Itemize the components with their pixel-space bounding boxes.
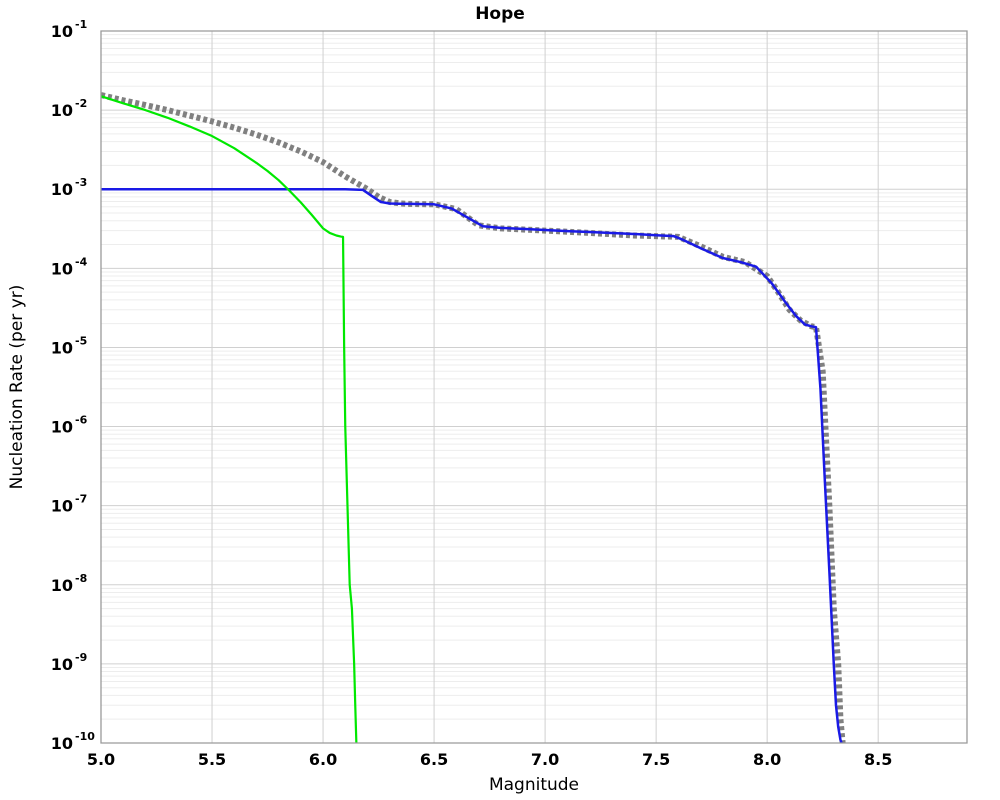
y-tick-mantissa: 10 <box>51 101 73 120</box>
y-tick-exponent: -4 <box>75 255 88 268</box>
y-tick-mantissa: 10 <box>51 418 73 437</box>
y-tick-label: 10 -8 <box>51 572 88 595</box>
y-tick-label: 10 -9 <box>51 651 88 674</box>
y-tick-exponent: -7 <box>75 493 87 506</box>
data-series-layer <box>101 92 846 743</box>
x-tick-label: 8.0 <box>753 750 781 769</box>
y-tick-label: 10 -6 <box>51 414 88 437</box>
series-line-gray-dotted-reference <box>101 92 846 743</box>
y-tick-exponent: -10 <box>75 730 95 743</box>
series-line-blue-model <box>101 187 843 743</box>
x-tick-label: 5.0 <box>87 750 115 769</box>
y-tick-label: 10 -7 <box>51 493 88 516</box>
axes-spine <box>100 30 968 744</box>
y-tick-mantissa: 10 <box>51 338 73 357</box>
chart-title: Hope <box>475 4 525 24</box>
y-tick-mantissa: 10 <box>51 259 73 278</box>
plot-border <box>100 30 968 744</box>
y-tick-exponent: -5 <box>75 334 87 347</box>
y-tick-label: 10 -5 <box>51 334 88 357</box>
y-axis-tick-labels: 10 -110 -210 -310 -410 -510 -610 -710 -810 -910 -1… <box>51 18 95 753</box>
x-tick-label: 7.0 <box>531 750 559 769</box>
x-tick-label: 5.5 <box>198 750 226 769</box>
y-tick-label: 10 -2 <box>51 97 88 120</box>
y-tick-label: 10 -10 <box>51 730 95 753</box>
y-tick-label: 10 -1 <box>51 18 88 41</box>
y-tick-label: 10 -4 <box>51 255 88 278</box>
x-tick-label: 7.5 <box>642 750 670 769</box>
y-tick-exponent: -6 <box>75 414 88 427</box>
y-tick-exponent: -1 <box>75 18 87 31</box>
series-line-green-model <box>101 95 358 743</box>
y-tick-mantissa: 10 <box>51 22 73 41</box>
y-tick-label: 10 -3 <box>51 176 88 199</box>
x-tick-label: 8.5 <box>864 750 892 769</box>
y-tick-mantissa: 10 <box>51 576 73 595</box>
y-tick-mantissa: 10 <box>51 734 73 753</box>
x-axis-tick-labels: 5.0 5.5 6.0 6.5 7.0 7.5 8.0 8.5 <box>87 750 893 769</box>
y-tick-exponent: -3 <box>75 176 87 189</box>
y-tick-exponent: -8 <box>75 572 87 585</box>
x-axis-label: Magnitude <box>489 775 579 795</box>
y-tick-exponent: -2 <box>75 97 87 110</box>
x-tick-label: 6.0 <box>309 750 337 769</box>
y-tick-mantissa: 10 <box>51 180 73 199</box>
y-tick-mantissa: 10 <box>51 655 73 674</box>
y-tick-mantissa: 10 <box>51 497 73 516</box>
x-tick-label: 6.5 <box>420 750 448 769</box>
y-tick-exponent: -9 <box>75 651 87 664</box>
y-axis-label: Nucleation Rate (per yr) <box>7 285 27 490</box>
